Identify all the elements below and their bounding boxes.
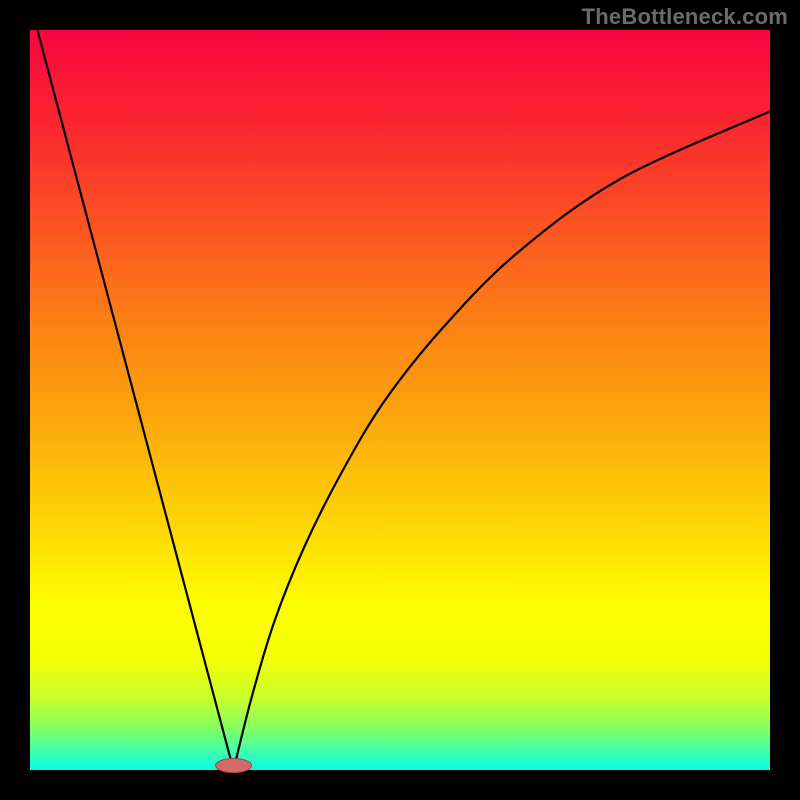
minimum-marker bbox=[216, 759, 252, 773]
bottleneck-chart bbox=[0, 0, 800, 800]
watermark-text: TheBottleneck.com bbox=[582, 4, 788, 30]
plot-background bbox=[30, 30, 770, 770]
chart-container: TheBottleneck.com bbox=[0, 0, 800, 800]
